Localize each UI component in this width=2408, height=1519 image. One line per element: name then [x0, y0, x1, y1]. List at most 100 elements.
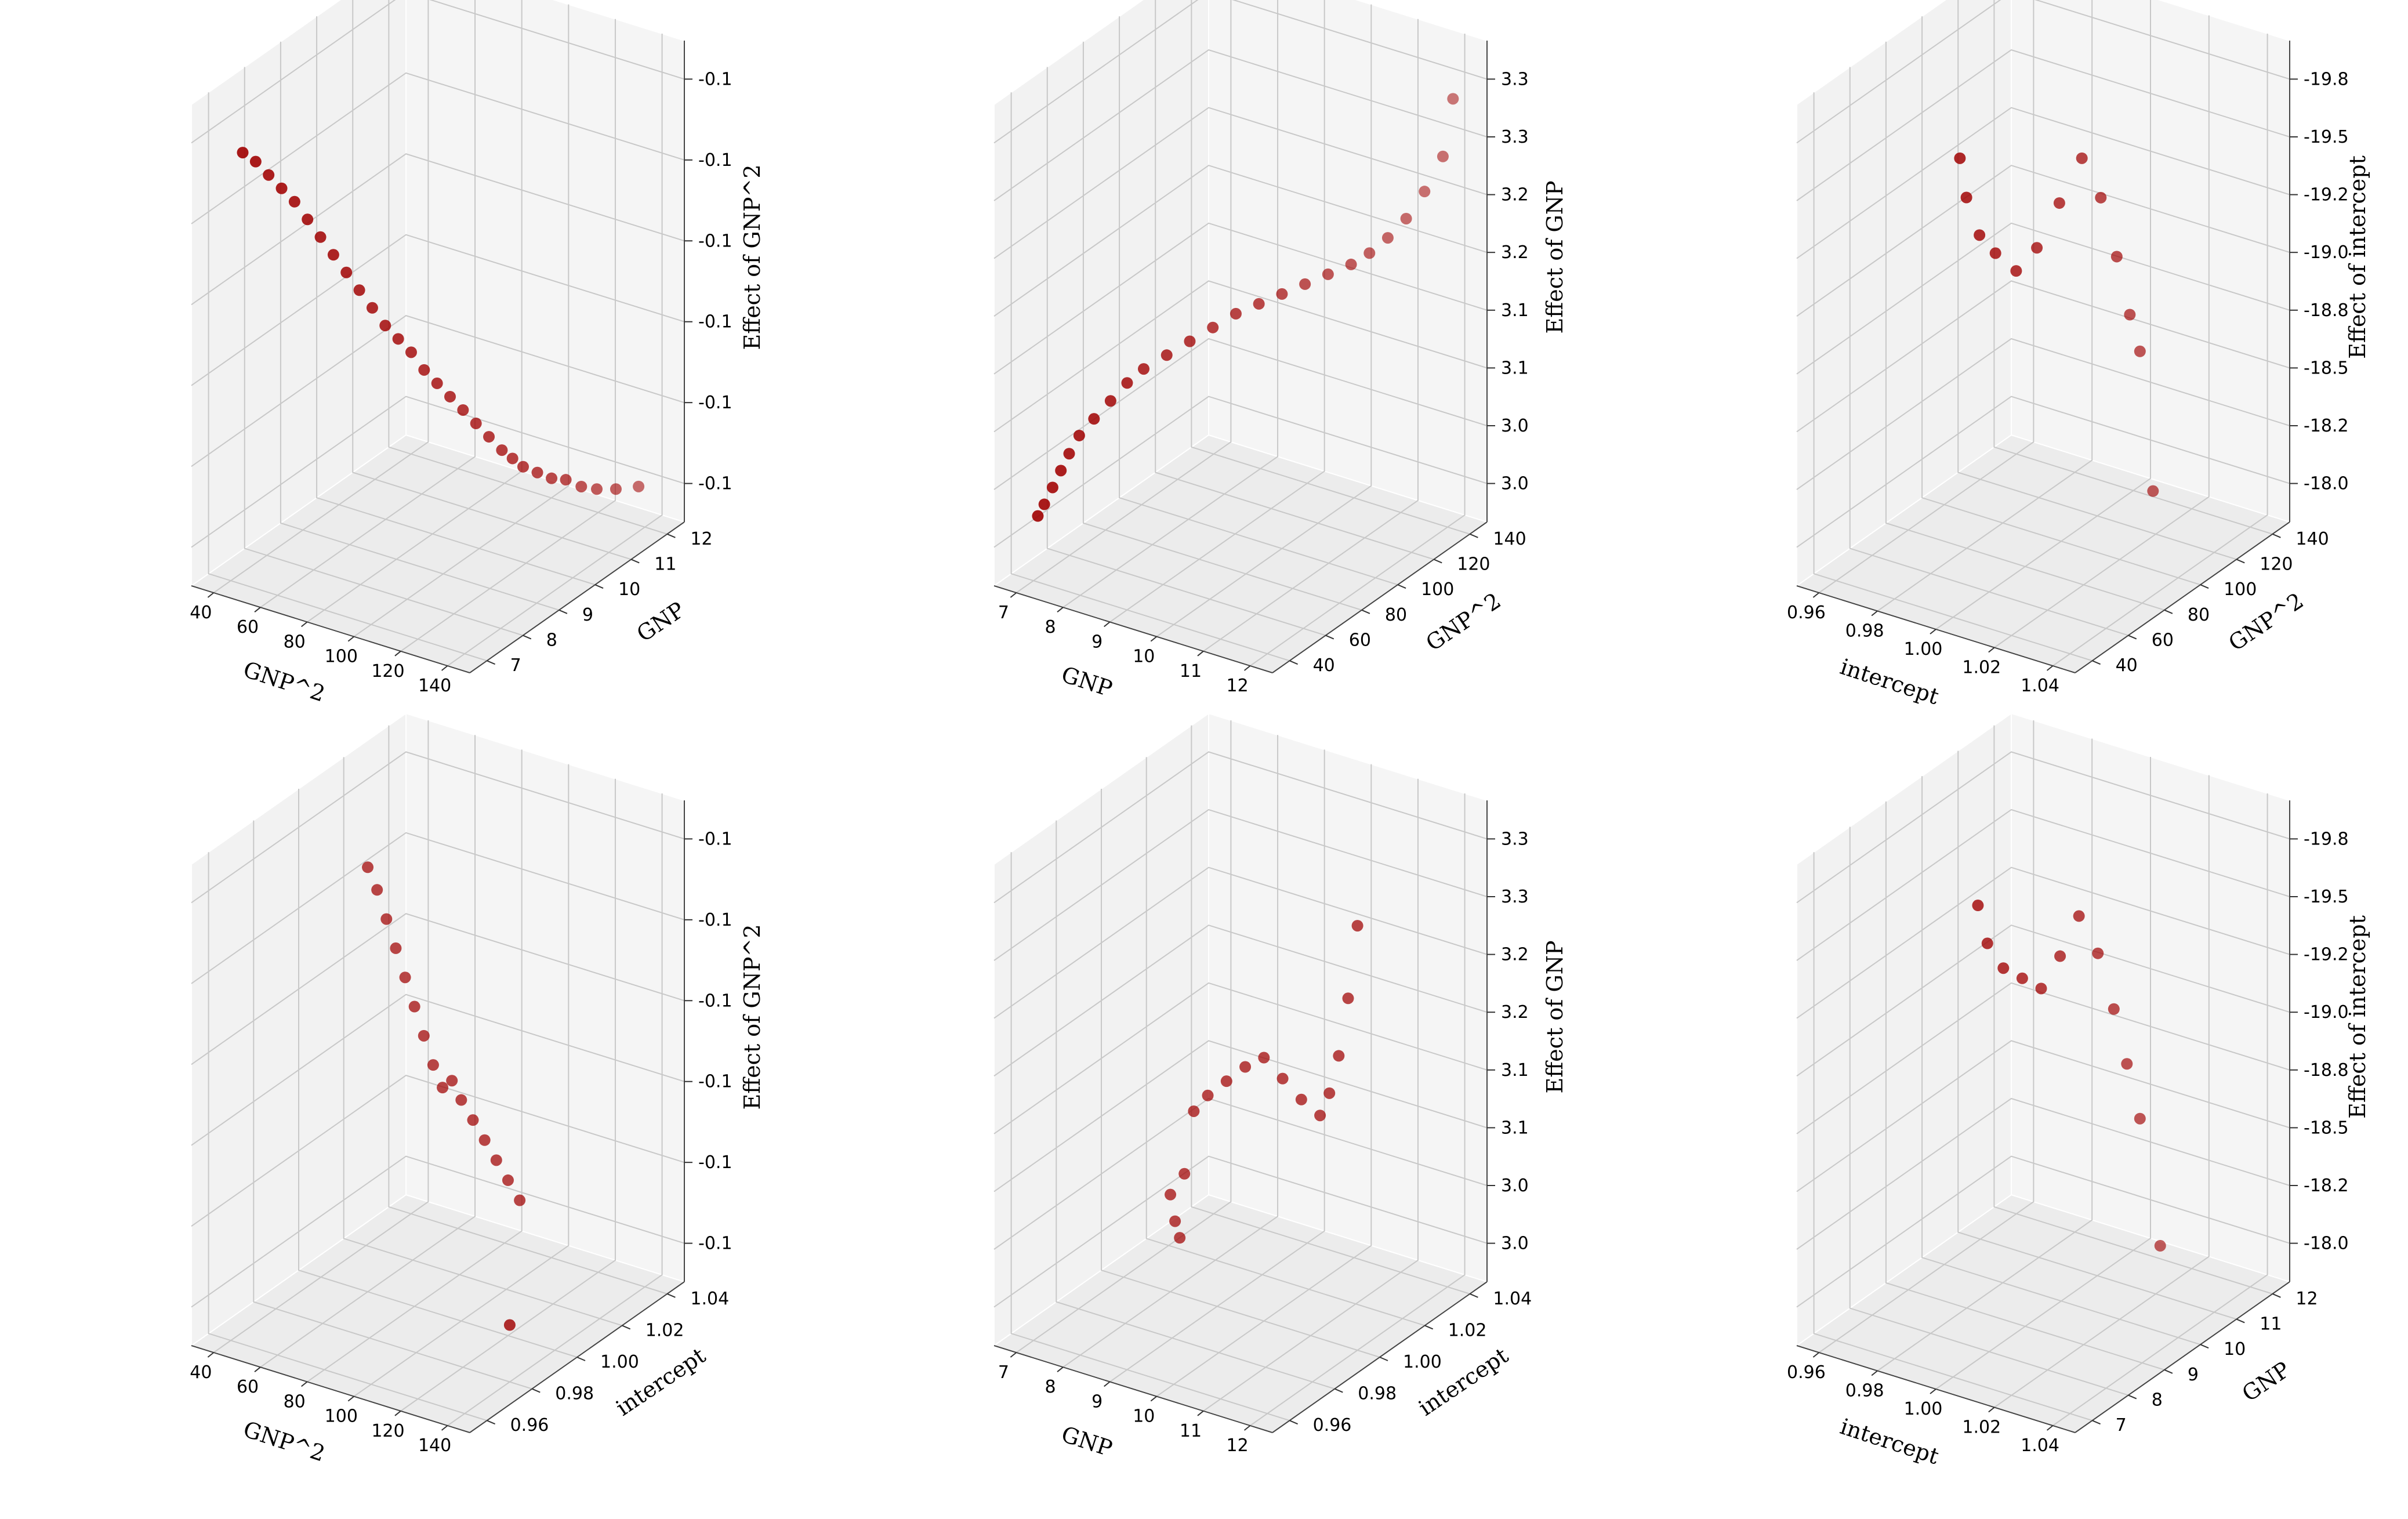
y-axis-line [1272, 521, 1488, 673]
grid-line [1921, 776, 2201, 1346]
grid-line [191, 396, 685, 548]
x-tick-mark [1150, 636, 1157, 642]
data-point [591, 483, 603, 495]
x-tick-mark [207, 592, 215, 598]
grid-line [993, 0, 1488, 144]
grid-line [1250, 34, 1466, 666]
y-tick-mark [2272, 533, 2281, 538]
grid-line [1796, 49, 2290, 201]
y-tick-mark [1397, 584, 1406, 589]
data-point [1032, 510, 1044, 522]
grid-line [388, 725, 668, 1295]
data-point [446, 1075, 458, 1087]
data-point [1447, 93, 1459, 105]
x-tick-mark [1930, 1389, 1936, 1394]
x-tick-mark [254, 607, 261, 612]
x-tick-label: 9 [1091, 1391, 1103, 1412]
grid-line [1016, 0, 1232, 593]
grid-line [1796, 165, 2290, 317]
grid-line [993, 751, 1488, 904]
grid-line [280, 41, 560, 611]
y-tick-mark [2092, 1420, 2101, 1425]
grid-line [1156, 764, 1372, 1397]
grid-line [400, 19, 616, 652]
y-tick-label: 40 [1313, 655, 1335, 676]
grid-line [993, 222, 1488, 375]
x-tick-mark [1988, 647, 1995, 653]
x-tick-mark [1010, 1352, 1017, 1358]
z-tick-label: 3.0 [1501, 1176, 1529, 1196]
data-point [1276, 1072, 1289, 1085]
grid-line [1016, 720, 1232, 1353]
grid-line [1046, 67, 1326, 636]
data-point [478, 1134, 491, 1146]
grid-line [1796, 751, 2290, 904]
grid-line [1101, 789, 1380, 1358]
x-axis-label: GNP^2 [240, 657, 328, 707]
y-tick-label: 1.00 [1403, 1352, 1442, 1372]
panel-6: 0.96 0.98 1.00 1.02 1.04 7 8 9 10 11 12 -18.0 -18.2 -… [1787, 712, 2370, 1469]
x-tick-mark [2046, 1425, 2054, 1431]
data-point [2134, 1112, 2146, 1125]
grid-line [1056, 820, 1335, 1390]
grid-line [1877, 738, 2093, 1372]
grid-line [1109, 749, 1325, 1383]
y-tick-mark [2200, 1344, 2209, 1349]
grid-line [1935, 757, 2151, 1390]
grid-line [1935, 0, 2151, 630]
grid-line [447, 34, 663, 666]
z-tick-label: 3.1 [1501, 1118, 1529, 1138]
data-point [1174, 1232, 1186, 1244]
x-tick-mark [1197, 1411, 1204, 1416]
x-tick-label: 8 [1045, 1377, 1056, 1397]
y-axis-line [2075, 1281, 2290, 1433]
y-tick-label: 0.96 [510, 1415, 549, 1435]
y-axis-label: GNP [632, 597, 690, 647]
z-tick-label: -18.2 [2304, 1176, 2349, 1196]
x-tick-label: 1.00 [1904, 639, 1943, 659]
x-tick-label: 12 [1227, 1435, 1249, 1456]
data-point [371, 884, 383, 896]
z-tick-label: -0.1 [698, 69, 732, 89]
z-tick-label: -18.0 [2304, 1234, 2349, 1254]
grid-line [993, 49, 1488, 201]
data-point [1088, 413, 1100, 425]
x-tick-label: 60 [237, 617, 259, 637]
data-point [1299, 278, 1311, 290]
grid-line [316, 16, 596, 586]
y-tick-label: 9 [582, 605, 593, 625]
grid-line [1796, 1097, 2290, 1250]
data-point [633, 480, 645, 492]
x-axis-line [191, 585, 470, 673]
x-tick-label: 60 [237, 1377, 259, 1397]
data-point [427, 1059, 439, 1071]
grid-line [1818, 0, 2035, 593]
y-tick-label: 120 [1457, 554, 1490, 574]
z-tick-label: -0.1 [698, 393, 732, 413]
x-tick-label: 11 [1180, 661, 1202, 681]
grid-line [191, 153, 685, 306]
grid-line [1145, 757, 1425, 1326]
x-tick-mark [441, 665, 448, 671]
z-tick-label: 3.0 [1501, 474, 1529, 494]
data-point [1239, 1061, 1252, 1073]
x-tick-mark [1812, 592, 1820, 598]
grid-line [1155, 0, 1434, 560]
y-tick-mark [1470, 533, 1478, 538]
y-tick-label: 1.00 [600, 1352, 639, 1372]
y-tick-mark [1361, 609, 1370, 614]
z-tick-label: -0.1 [698, 1072, 732, 1092]
grid-line [191, 315, 685, 467]
grid-line [2052, 34, 2268, 666]
data-point [1954, 152, 1966, 164]
data-point [483, 431, 495, 443]
x-axis-line [993, 585, 1273, 673]
grid-line [400, 778, 616, 1412]
x-tick-mark [347, 1395, 354, 1402]
z-tick-label: -0.1 [698, 312, 732, 332]
back-pane [405, 0, 685, 523]
data-point [314, 231, 327, 243]
y-tick-mark [2164, 1369, 2173, 1374]
y-tick-mark [2128, 1394, 2137, 1400]
data-point [1188, 1105, 1200, 1117]
